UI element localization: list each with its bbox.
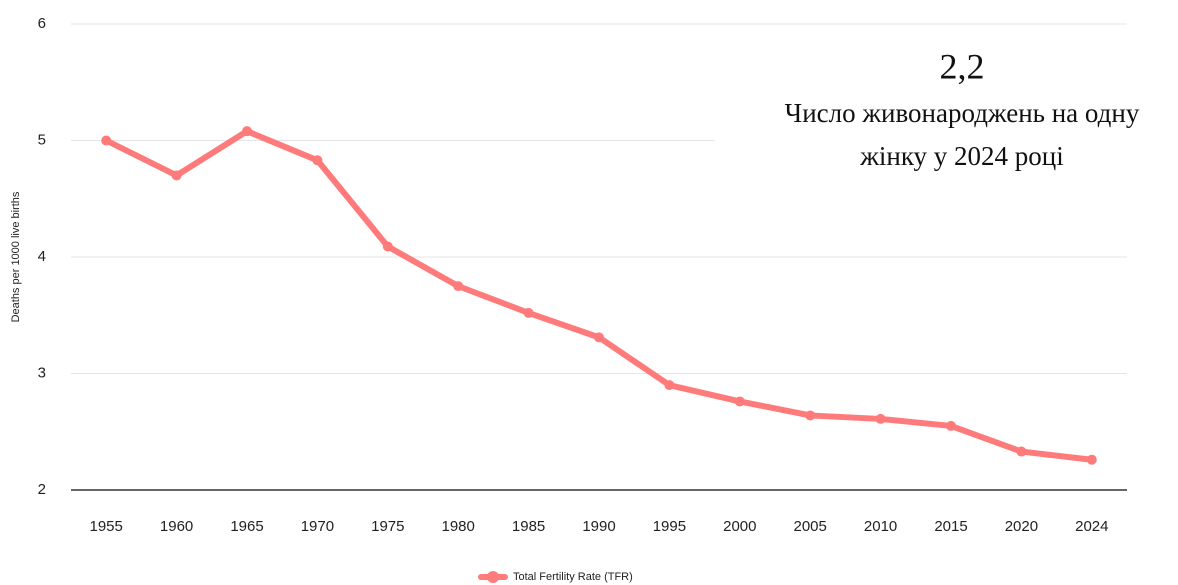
x-tick-label: 1980 <box>442 518 475 535</box>
point <box>523 307 534 318</box>
y-tick-label: 3 <box>38 364 46 381</box>
annotation-text: Число живонароджень на одну <box>785 98 1140 128</box>
point <box>312 155 323 166</box>
point <box>594 332 604 343</box>
x-tick-label: 1990 <box>582 518 615 535</box>
x-tick-label: 2015 <box>934 518 967 535</box>
point <box>1016 446 1027 457</box>
y-tick-label: 6 <box>38 15 46 32</box>
x-tick-label: 2000 <box>723 518 756 535</box>
x-tick-label: 1975 <box>371 518 404 535</box>
x-tick-label: 2005 <box>794 518 827 535</box>
annotation-background <box>715 40 1178 195</box>
legend-label: Total Fertility Rate (TFR) <box>513 571 633 583</box>
annotation-text: жінку у 2024 році <box>859 141 1064 171</box>
point <box>453 281 464 292</box>
legend-marker <box>487 571 499 583</box>
point <box>382 241 393 252</box>
x-tick-label: 1960 <box>160 518 193 535</box>
point <box>875 413 886 424</box>
y-tick-label: 4 <box>38 248 46 265</box>
point <box>664 380 675 391</box>
point <box>1086 454 1097 465</box>
x-tick-label: 1955 <box>90 518 123 535</box>
y-tick-label: 5 <box>38 131 46 148</box>
point <box>946 420 956 431</box>
x-tick-label: 2010 <box>864 518 897 535</box>
y-tick-label: 2 <box>38 481 46 498</box>
point <box>242 126 252 137</box>
point <box>171 170 182 181</box>
x-tick-label: 2020 <box>1005 518 1038 535</box>
annotation-value: 2,2 <box>940 46 985 86</box>
x-tick-label: 1970 <box>301 518 334 535</box>
x-tick-label: 2024 <box>1075 518 1108 535</box>
point <box>101 135 112 146</box>
y-axis-label: Deaths per 1000 live births <box>10 191 22 322</box>
x-tick-label: 1965 <box>230 518 263 535</box>
x-tick-label: 1995 <box>653 518 686 535</box>
point <box>734 396 745 407</box>
x-tick-label: 1985 <box>512 518 545 535</box>
point <box>805 410 816 421</box>
